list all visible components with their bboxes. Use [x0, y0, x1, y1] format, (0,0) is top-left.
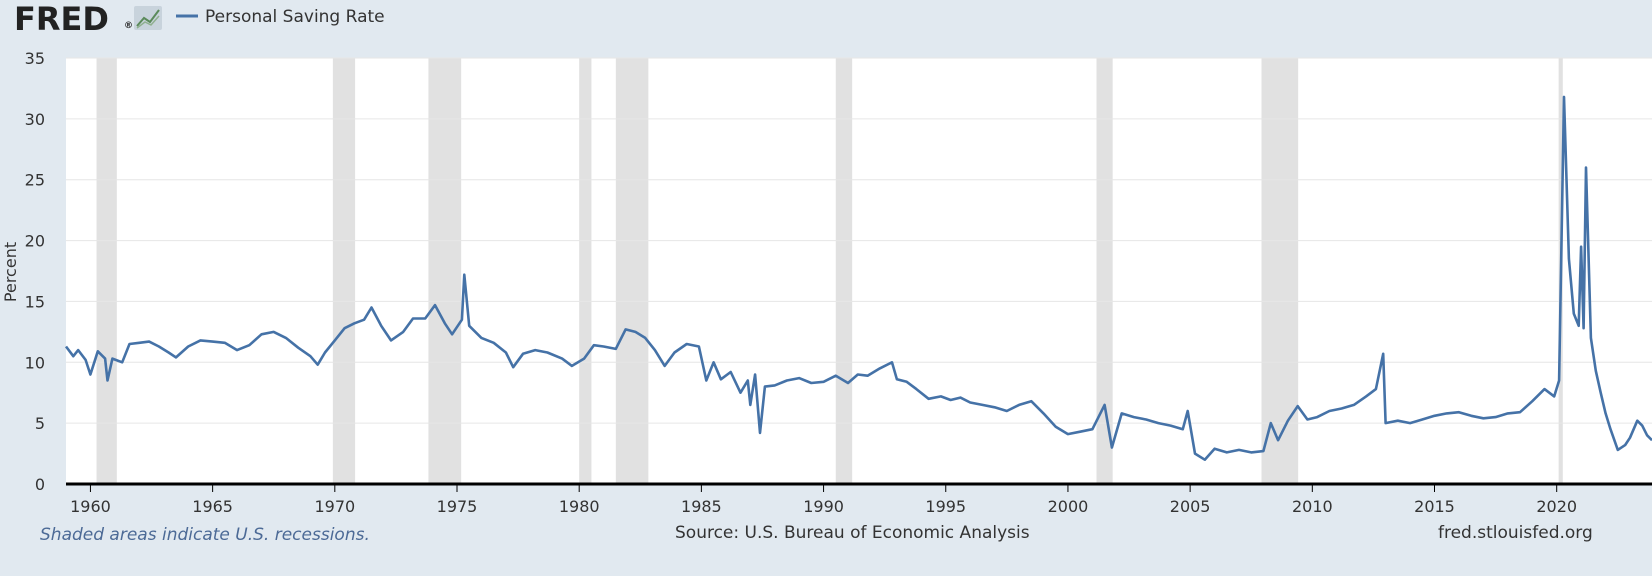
- x-tick-label-1970: 1970: [314, 497, 355, 516]
- chart-icon: [134, 6, 162, 30]
- y-tick-label-20: 20: [25, 232, 45, 251]
- recession-band-6: [1096, 58, 1113, 484]
- x-tick-label-1980: 1980: [559, 497, 600, 516]
- site-link[interactable]: fred.stlouisfed.org: [1438, 523, 1593, 543]
- y-tick-label-15: 15: [25, 292, 45, 311]
- gridlines: [66, 57, 1652, 424]
- x-tick-label-1975: 1975: [437, 497, 478, 516]
- x-tick-label-2015: 2015: [1414, 497, 1455, 516]
- series-line-personal-saving-rate: [64, 95, 1652, 461]
- x-tick-label-1960: 1960: [70, 497, 111, 516]
- y-tick-label-30: 30: [25, 110, 45, 129]
- recession-note: Shaded areas indicate U.S. recessions.: [40, 525, 370, 545]
- plot-area: [66, 58, 1652, 484]
- x-tick-label-1995: 1995: [925, 497, 966, 516]
- y-tick-label-5: 5: [35, 414, 45, 433]
- x-tick-label-2000: 2000: [1048, 497, 1089, 516]
- x-tick-label-2020: 2020: [1536, 497, 1577, 516]
- y-axis-ticks: 0 5 10 15 20 25 30 35: [25, 49, 45, 494]
- recession-band-0: [96, 58, 117, 484]
- recession-band-4: [615, 58, 649, 484]
- recession-band-3: [579, 58, 592, 484]
- y-axis-title: Percent: [1, 242, 20, 302]
- recession-band-1: [332, 58, 356, 484]
- recession-bands: [96, 58, 1563, 484]
- x-tick-label-1990: 1990: [803, 497, 844, 516]
- legend[interactable]: Personal Saving Rate: [176, 7, 385, 27]
- y-tick-label-0: 0: [35, 475, 45, 494]
- x-tick-label-1985: 1985: [681, 497, 722, 516]
- x-tick-label-1965: 1965: [192, 497, 233, 516]
- fred-logo-trademark: ®: [124, 21, 133, 31]
- x-tick-label-2010: 2010: [1292, 497, 1333, 516]
- fred-logo-text: FRED: [14, 0, 109, 38]
- recession-band-2: [428, 58, 462, 484]
- y-tick-label-10: 10: [25, 353, 45, 372]
- y-tick-label-35: 35: [25, 49, 45, 68]
- source-text: Source: U.S. Bureau of Economic Analysis: [675, 523, 1030, 543]
- recession-band-5: [835, 58, 853, 484]
- legend-label: Personal Saving Rate: [205, 7, 385, 27]
- x-axis-ticks: 1960 1965 1970 1975 1980 1985 1990 1995 2000 2005…: [70, 484, 1577, 516]
- fred-logo[interactable]: FRED ®: [14, 0, 162, 38]
- recession-band-7: [1261, 58, 1299, 484]
- y-tick-label-25: 25: [25, 171, 45, 190]
- x-tick-label-2005: 2005: [1170, 497, 1211, 516]
